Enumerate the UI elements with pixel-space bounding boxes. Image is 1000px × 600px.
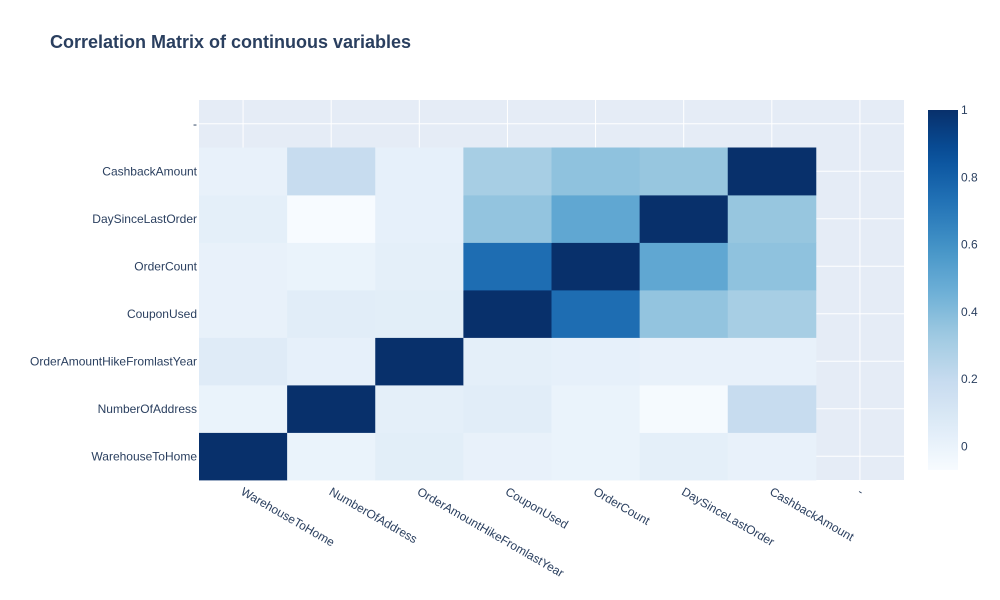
heatmap-cell bbox=[639, 147, 729, 196]
heatmap-cell bbox=[199, 432, 288, 481]
heatmap-cell bbox=[199, 195, 288, 243]
heatmap-cell bbox=[199, 385, 288, 433]
heatmap-cell bbox=[463, 432, 552, 481]
colorbar-tick-label: 0.8 bbox=[961, 170, 978, 184]
heatmap-cell bbox=[639, 242, 729, 291]
heatmap-cell bbox=[551, 195, 641, 243]
heatmap-cell bbox=[727, 337, 817, 386]
heatmap-cell bbox=[199, 242, 288, 291]
x-tick-label: OrderCount bbox=[591, 484, 653, 528]
x-tick-label: - bbox=[855, 484, 865, 498]
heatmap-cell bbox=[375, 337, 464, 386]
x-tick-label: CashbackAmount bbox=[767, 484, 857, 544]
heatmap-cells bbox=[199, 147, 817, 481]
y-tick-label: OrderAmountHikeFromlastYear bbox=[30, 354, 197, 368]
colorbar-tick-label: 0 bbox=[961, 439, 968, 453]
heatmap-cell bbox=[463, 337, 552, 386]
heatmap-cell bbox=[727, 290, 817, 338]
heatmap-cell bbox=[727, 432, 817, 481]
heatmap-cell bbox=[727, 147, 817, 196]
heatmap-cell bbox=[639, 385, 729, 433]
x-tick-label: NumberOfAddress bbox=[327, 484, 420, 546]
heatmap-cell bbox=[199, 290, 288, 338]
y-tick-label: - bbox=[193, 117, 197, 131]
y-tick-label: DaySinceLastOrder bbox=[92, 212, 197, 226]
heatmap-cell bbox=[551, 290, 641, 338]
x-tick-label: WarehouseToHome bbox=[239, 484, 338, 549]
heatmap-cell bbox=[375, 195, 464, 243]
y-tick-label: CashbackAmount bbox=[102, 164, 197, 178]
heatmap-cell bbox=[287, 242, 376, 291]
y-tick-label: CouponUsed bbox=[127, 307, 197, 321]
heatmap-cell bbox=[287, 337, 376, 386]
heatmap-cell bbox=[463, 195, 552, 243]
heatmap-cell bbox=[375, 147, 464, 196]
heatmap-cell bbox=[727, 385, 817, 433]
heatmap-cell bbox=[551, 242, 641, 291]
x-tick-label: CouponUsed bbox=[503, 484, 571, 531]
heatmap-cell bbox=[287, 147, 376, 196]
y-axis-ticks: WarehouseToHome NumberOfAddress OrderAmoun… bbox=[30, 117, 198, 464]
heatmap-cell bbox=[375, 242, 464, 291]
heatmap-cell bbox=[463, 385, 552, 433]
heatmap-cell bbox=[551, 147, 641, 196]
heatmap-cell bbox=[375, 385, 464, 433]
y-tick-label: WarehouseToHome bbox=[91, 449, 197, 463]
colorbar-tick-label: 1 bbox=[961, 103, 968, 117]
heatmap-cell bbox=[551, 385, 641, 433]
heatmap-cell bbox=[287, 385, 376, 433]
heatmap-cell bbox=[375, 290, 464, 338]
heatmap-cell bbox=[287, 195, 376, 243]
y-tick-label: OrderCount bbox=[134, 259, 197, 273]
colorbar: 0 0.2 0.4 0.6 0.8 1 bbox=[928, 103, 978, 470]
heatmap-cell bbox=[287, 432, 376, 481]
colorbar-tick-label: 0.6 bbox=[961, 238, 978, 252]
heatmap-cell bbox=[287, 290, 376, 338]
colorbar-gradient bbox=[928, 110, 958, 470]
heatmap-cell bbox=[463, 290, 552, 338]
heatmap-cell bbox=[463, 242, 552, 291]
heatmap-cell bbox=[727, 195, 817, 243]
colorbar-tick-label: 0.2 bbox=[961, 372, 978, 386]
x-tick-label: DaySinceLastOrder bbox=[679, 484, 777, 548]
heatmap-cell bbox=[639, 337, 729, 386]
heatmap-cell bbox=[639, 290, 729, 338]
y-tick-label: NumberOfAddress bbox=[98, 402, 197, 416]
colorbar-tick-label: 0.4 bbox=[961, 305, 978, 319]
heatmap-cell bbox=[727, 242, 817, 291]
heatmap-cell bbox=[639, 195, 729, 243]
heatmap-cell bbox=[639, 432, 729, 481]
heatmap-cell bbox=[375, 432, 464, 481]
chart-title: Correlation Matrix of continuous variabl… bbox=[50, 32, 412, 52]
heatmap-cell bbox=[551, 432, 641, 481]
heatmap-cell bbox=[463, 147, 552, 196]
heatmap-cell bbox=[199, 147, 288, 196]
x-axis-ticks: WarehouseToHomeNumberOfAddressOrderAmoun… bbox=[239, 484, 866, 580]
x-tick-label: OrderAmountHikeFromlastYear bbox=[415, 484, 567, 580]
heatmap-cell bbox=[551, 337, 641, 386]
heatmap-cell bbox=[199, 337, 288, 386]
